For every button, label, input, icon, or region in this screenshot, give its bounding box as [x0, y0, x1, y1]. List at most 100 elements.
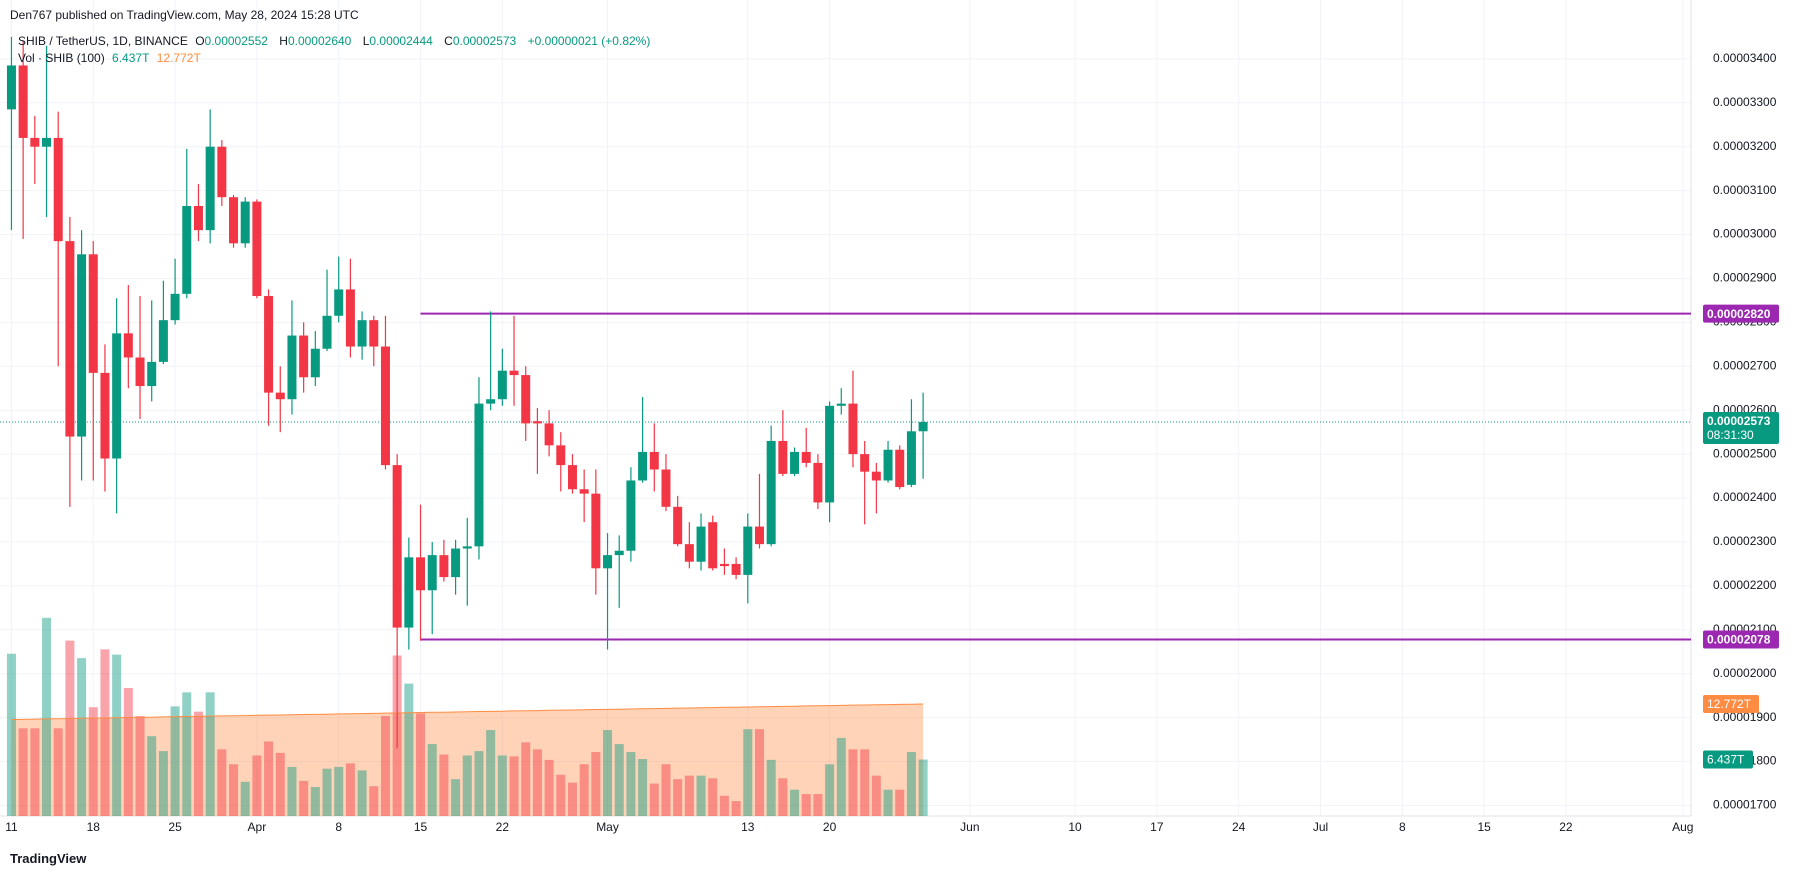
volume-bar: [532, 749, 542, 816]
volume-bar: [883, 789, 893, 816]
candle-body: [813, 462, 823, 503]
volume-box: [1703, 750, 1753, 769]
volume-bar: [696, 775, 706, 816]
volume-bar: [299, 780, 309, 816]
volume-label: 6.437T: [1707, 753, 1745, 767]
last-price-label: 0.00002573: [1707, 414, 1771, 428]
volume-bar: [486, 730, 496, 816]
candle-body: [112, 333, 122, 459]
volume-bar: [439, 754, 449, 816]
volume-bar: [813, 794, 823, 816]
x-tick-label: 8: [1399, 820, 1406, 834]
candle-body: [205, 146, 215, 231]
candle-body: [240, 201, 250, 244]
volume-bar: [825, 764, 835, 816]
x-tick-label: 25: [168, 820, 182, 834]
footer-logo: TradingView: [10, 851, 87, 866]
candle-body: [801, 451, 811, 463]
candle-body: [766, 440, 776, 545]
candle-body: [287, 335, 297, 400]
candle-body: [708, 522, 718, 569]
candle-body: [743, 526, 753, 575]
candle-body: [509, 370, 519, 376]
candle-body: [42, 137, 52, 147]
candle-body: [182, 205, 192, 294]
candle-body: [322, 315, 332, 349]
volume-bar: [322, 768, 332, 816]
value: 0.00002573: [452, 34, 517, 48]
volume-bar: [731, 801, 741, 816]
volume-bar: [497, 755, 507, 816]
x-tick-label: 10: [1068, 820, 1082, 834]
level-label: 0.00002820: [1707, 307, 1771, 321]
candle-body: [848, 403, 858, 455]
volume-bar: [205, 692, 215, 816]
y-tick-label: 0.00002900: [1713, 271, 1777, 285]
volume-ma-box: [1703, 694, 1759, 713]
candle-body: [918, 422, 928, 432]
candle-body: [836, 403, 846, 406]
y-tick-label: 0.00003200: [1713, 139, 1777, 153]
candle-body: [18, 65, 28, 138]
x-tick-label: 15: [414, 820, 428, 834]
y-tick-label: 0.00001700: [1713, 798, 1777, 812]
volume-bar: [229, 764, 239, 816]
candle-body: [860, 454, 870, 472]
value: 0.00002444: [369, 34, 433, 48]
volume-bar: [684, 775, 694, 816]
y-tick-label: 0.00001900: [1713, 710, 1777, 724]
candle-body: [579, 489, 589, 494]
candle-body: [229, 197, 239, 244]
x-tick-label: 20: [823, 820, 837, 834]
candle-body: [88, 254, 98, 373]
volume-bar: [673, 779, 683, 816]
published-note: Den767 published on TradingView.com, May…: [10, 8, 359, 22]
candle-body: [299, 335, 309, 378]
key: C: [444, 34, 453, 48]
volume-bar: [357, 770, 367, 816]
volume-bar: [544, 759, 554, 816]
volume-bar: [603, 730, 613, 816]
legend-line: SHIB / TetherUS, 1D, BINANCE O0.00002552…: [18, 34, 654, 48]
key: H: [279, 34, 288, 48]
candle-body: [357, 320, 367, 347]
candle-body: [392, 465, 402, 628]
ohlc-c: C0.00002573: [444, 34, 520, 48]
candle-body: [158, 320, 168, 362]
candle-body: [731, 563, 741, 575]
volume-bar: [591, 751, 601, 816]
ohlc-o: O0.00002552: [195, 34, 272, 48]
candle-body: [123, 333, 133, 358]
candle-body: [30, 137, 40, 147]
volume-bar: [766, 759, 776, 816]
candle-body: [556, 445, 566, 466]
volume-bar: [193, 711, 203, 816]
level-label-box: [1703, 630, 1779, 649]
symbol: SHIB / TetherUS, 1D, BINANCE: [18, 34, 188, 48]
candle-body: [778, 440, 788, 474]
volume-bar: [451, 779, 461, 816]
volume-bar: [918, 759, 928, 816]
volume-legend: Vol · SHIB (100) 6.437T 12.772T: [18, 51, 205, 65]
volume-bar: [30, 728, 40, 816]
candle-body: [380, 346, 390, 466]
volume-bar: [638, 758, 648, 816]
volume-bar: [18, 728, 28, 816]
volume-bar: [147, 736, 157, 816]
candle-body: [53, 137, 63, 242]
y-tick-label: 0.00003300: [1713, 95, 1777, 109]
candle-body: [883, 449, 893, 481]
x-tick-label: May: [596, 820, 619, 834]
candle-body: [626, 480, 636, 551]
volume-value: 6.437T: [112, 51, 150, 65]
candle-body: [591, 493, 601, 569]
volume-bar: [427, 744, 437, 816]
y-tick-label: 0.00002700: [1713, 358, 1777, 372]
candle-body: [521, 375, 531, 424]
volume-bar: [6, 653, 16, 816]
candle-body: [345, 289, 355, 347]
volume-bar: [649, 783, 659, 816]
candle-body: [264, 296, 274, 393]
volume-bar: [252, 755, 262, 816]
